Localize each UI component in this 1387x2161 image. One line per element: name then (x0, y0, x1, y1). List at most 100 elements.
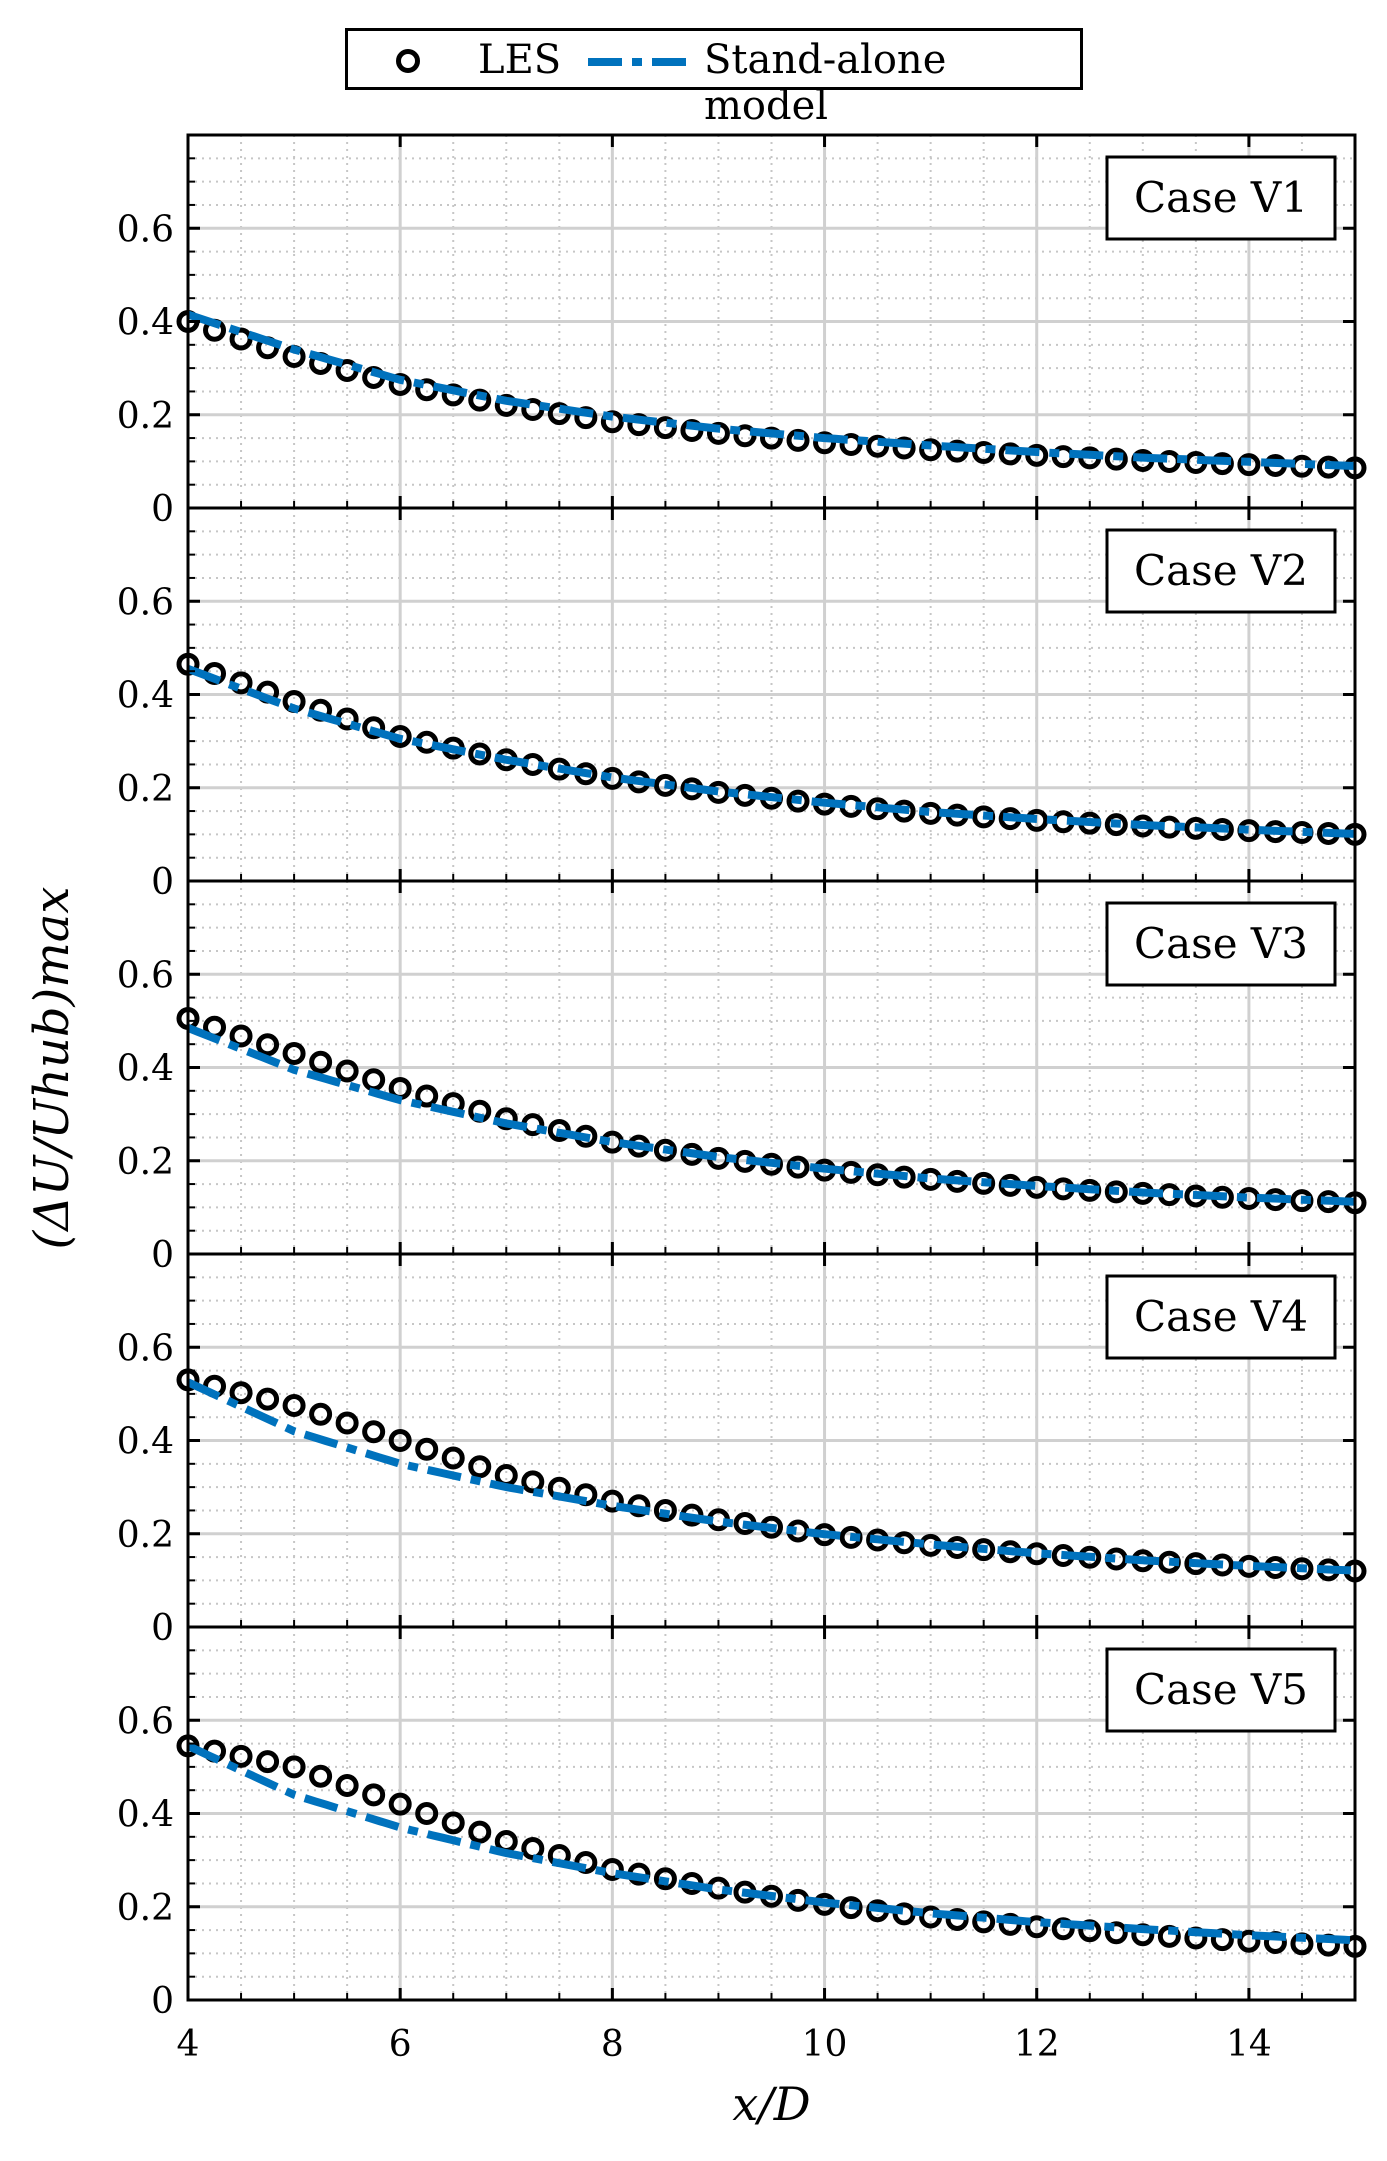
les-data-point (1025, 1915, 1049, 1939)
les-data-point (415, 1084, 439, 1108)
les-data-point (335, 1059, 359, 1083)
les-data-point (468, 1455, 492, 1479)
les-data-point (706, 421, 730, 445)
les-data-point (256, 1033, 280, 1057)
les-data-point (1290, 1189, 1314, 1213)
les-data-point (521, 1836, 545, 1860)
x-tick-label: 10 (802, 2024, 848, 2065)
panel-case-v4: 0 0.2 0.4 0.6 Case V4 (117, 1252, 1367, 1649)
les-markers (176, 310, 1367, 480)
y-tick-label: 0 (151, 862, 174, 903)
y-tick-label: 0.6 (117, 1328, 174, 1369)
y-tick-label: 0.6 (117, 1701, 174, 1742)
les-data-point (786, 1155, 810, 1179)
les-data-point (892, 436, 916, 460)
les-data-point (282, 1394, 306, 1418)
les-data-point (972, 1910, 996, 1934)
les-data-point (1237, 453, 1261, 477)
case-label: Case V5 (1134, 1665, 1308, 1714)
y-tick-label: 0 (151, 1235, 174, 1276)
model-line-icon (588, 58, 696, 66)
x-tick-label: 14 (1226, 2024, 1272, 2065)
case-label-box (1105, 1274, 1337, 1360)
les-data-point (282, 1042, 306, 1066)
les-data-point (1104, 1180, 1128, 1204)
les-data-point (839, 1896, 863, 1920)
les-data-point (1210, 1928, 1234, 1952)
case-label: Case V1 (1134, 173, 1308, 222)
y-tick-label: 0 (151, 489, 174, 530)
y-tick-label: 0.4 (117, 676, 174, 717)
les-data-point (972, 1538, 996, 1562)
panel-case-v5: 0 0.2 0.4 0.6 Case V5 (117, 1625, 1367, 2022)
model-series-line (186, 310, 1356, 470)
model-series-line (186, 1742, 1356, 1945)
panel-case-v3: 0 0.2 0.4 0.6 Case V3 (117, 879, 1367, 1276)
y-tick-label: 0.2 (117, 1515, 174, 1556)
model-series-line (186, 1378, 1356, 1575)
les-data-point (362, 1420, 386, 1444)
les-data-point (362, 1068, 386, 1092)
les-data-point (415, 1437, 439, 1461)
case-label-box (1105, 155, 1337, 241)
y-tick-label: 0.6 (117, 955, 174, 996)
les-data-point (256, 1387, 280, 1411)
les-data-point (309, 1764, 333, 1788)
x-tick-label: 8 (601, 2024, 624, 2065)
les-data-point (786, 428, 810, 452)
y-tick-label: 0.6 (117, 209, 174, 250)
les-data-point (468, 1820, 492, 1844)
les-data-point (415, 1802, 439, 1825)
model-series-line (186, 1024, 1356, 1206)
les-data-point (388, 1429, 412, 1452)
legend: LES Stand-alone model (345, 28, 1083, 129)
les-data-point (1237, 1929, 1261, 1953)
model-series-line (186, 665, 1356, 838)
les-data-point (1104, 447, 1128, 471)
les-data-point (388, 1792, 412, 1816)
panel-case-v1: 0 0.2 0.4 0.6 Case V1 (117, 133, 1367, 530)
les-data-point (229, 1381, 253, 1405)
les-data-point (335, 1774, 359, 1798)
y-tick-label: 0.2 (117, 769, 174, 810)
panel-case-v2: 0 0.2 0.4 0.6 Case V2 (117, 506, 1367, 903)
x-tick-label: 4 (177, 2024, 200, 2065)
les-data-point (653, 1138, 677, 1162)
les-data-point (309, 1050, 333, 1074)
les-markers (176, 1007, 1367, 1215)
y-tick-label: 0.4 (117, 1795, 174, 1836)
y-tick-label: 0.4 (117, 1422, 174, 1463)
x-axis-label: x/D (732, 2077, 810, 2131)
les-data-point (229, 1024, 253, 1048)
les-data-point (919, 438, 943, 462)
les-data-point (653, 1867, 677, 1891)
case-label-box (1105, 528, 1337, 614)
les-data-point (1051, 1917, 1075, 1941)
y-tick-label: 0 (151, 1981, 174, 2022)
les-data-point (441, 1811, 465, 1835)
les-data-point (653, 1498, 677, 1522)
x-tick-label: 12 (1014, 2024, 1060, 2065)
les-data-point (335, 1411, 359, 1435)
x-tick-label: 6 (389, 2024, 412, 2065)
les-data-point (468, 742, 492, 766)
y-tick-label: 0.6 (117, 582, 174, 623)
case-label-box (1105, 901, 1337, 987)
legend-model-label: Stand-alone model (704, 37, 947, 129)
y-tick-label: 0.2 (117, 1142, 174, 1183)
les-marker-icon (396, 49, 420, 73)
y-tick-label: 0.2 (117, 1888, 174, 1929)
les-data-point (309, 1402, 333, 1426)
les-data-point (1104, 1921, 1128, 1945)
y-tick-label: 0.4 (117, 303, 174, 344)
les-data-point (1104, 813, 1128, 837)
les-data-point (362, 1783, 386, 1807)
les-data-point (813, 431, 837, 455)
les-data-point (282, 1755, 306, 1779)
les-data-point (229, 1744, 253, 1768)
les-data-point (521, 1470, 545, 1494)
les-data-point (468, 388, 492, 412)
legend-les-label: LES (478, 37, 562, 83)
y-tick-label: 0.4 (117, 1049, 174, 1090)
